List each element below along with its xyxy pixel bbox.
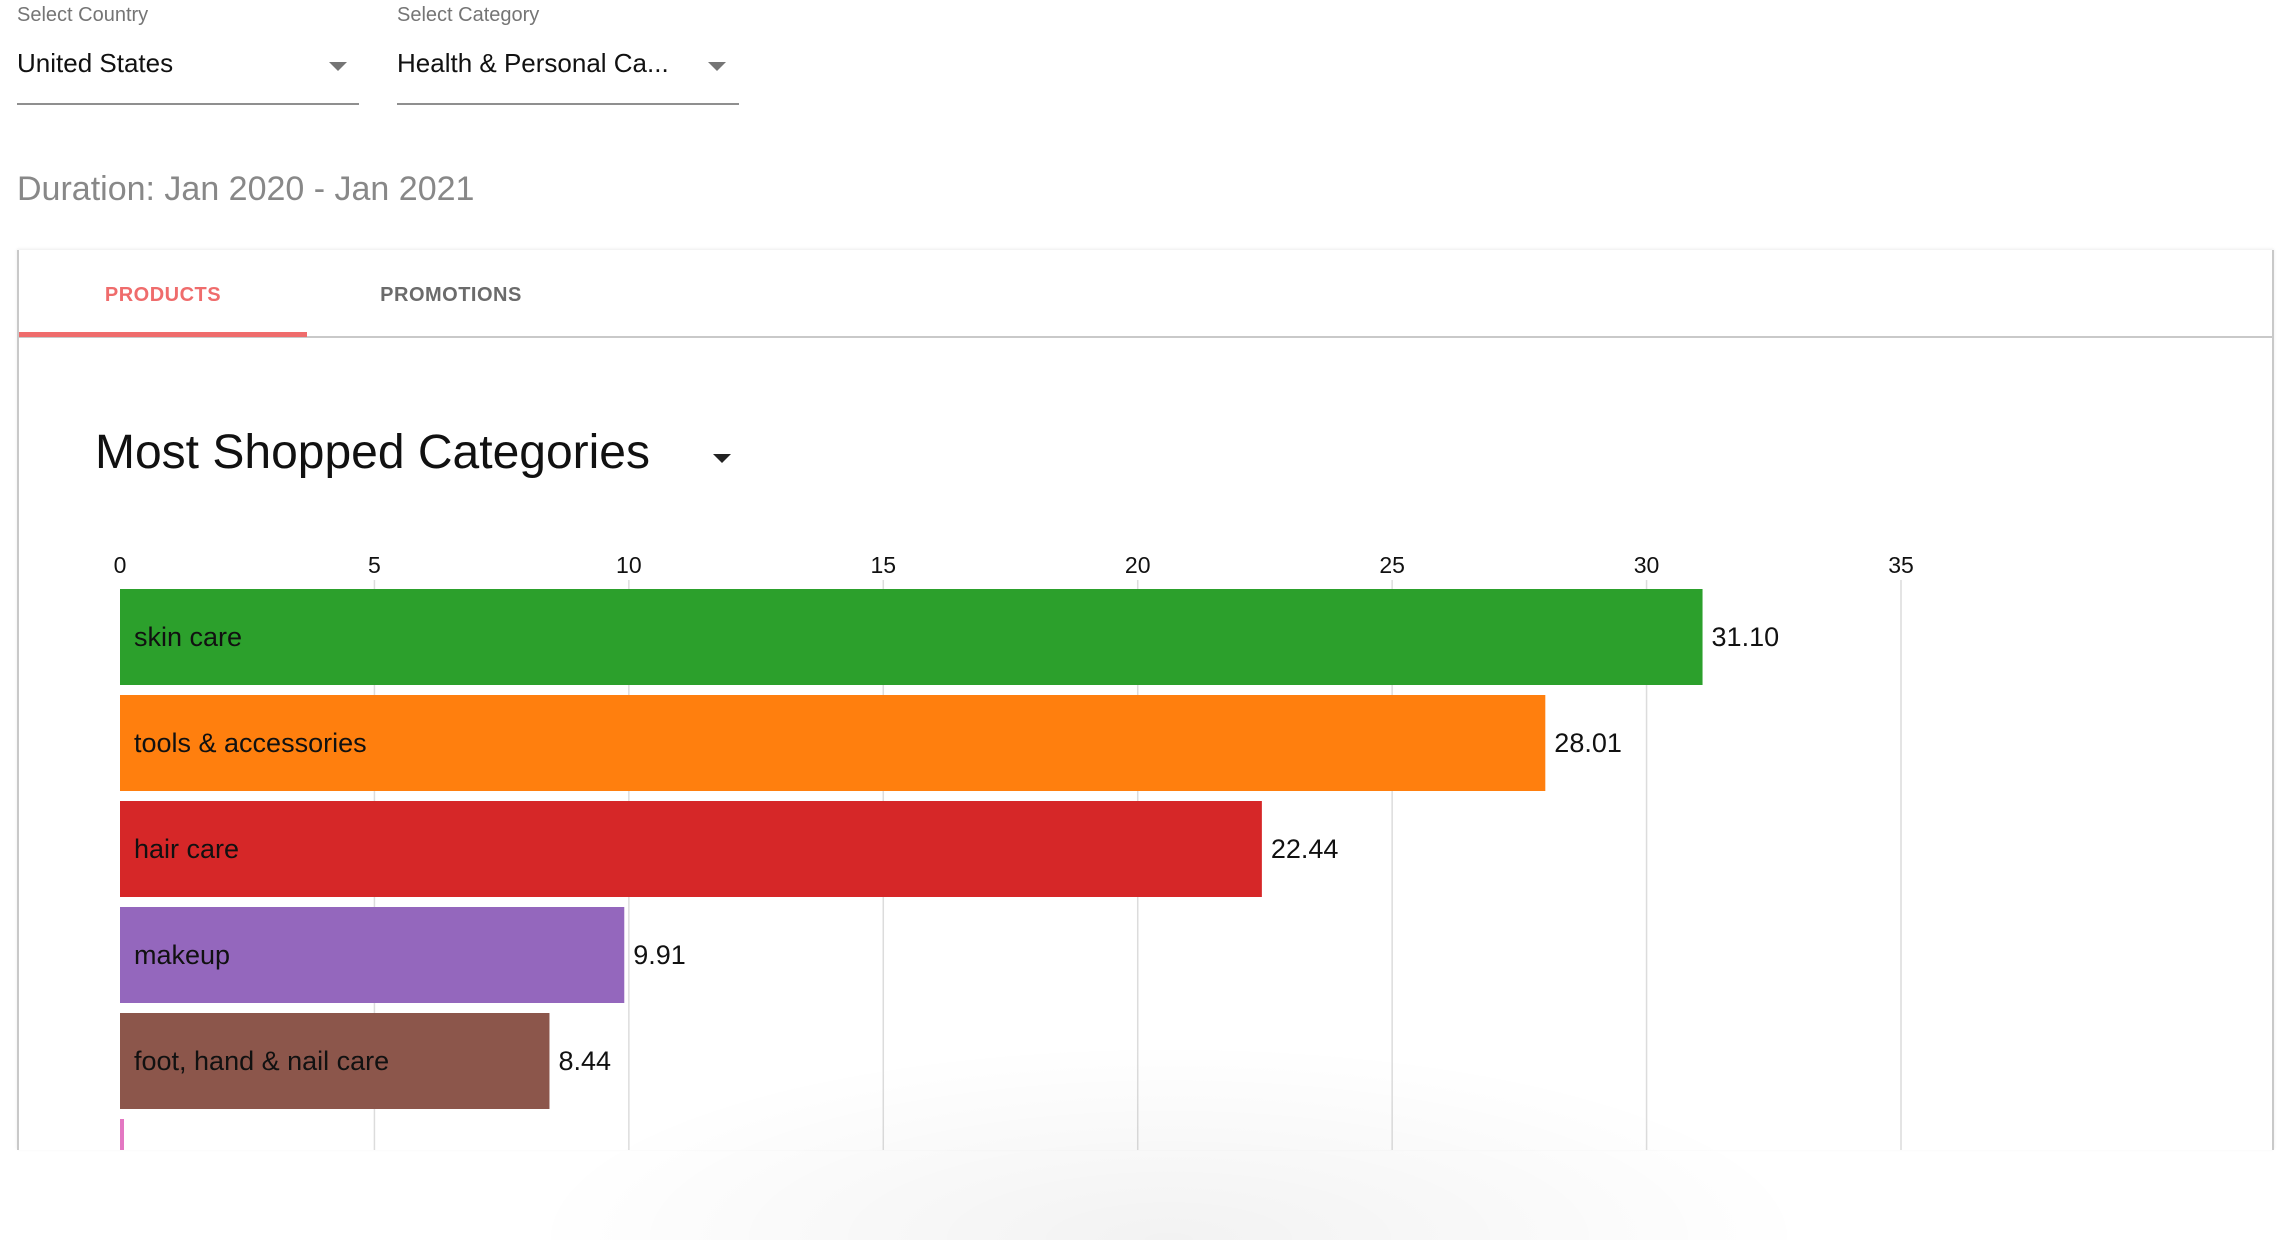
bar-category-label: skin care xyxy=(134,622,242,652)
chevron-down-icon[interactable] xyxy=(329,62,347,71)
tab-bar: PRODUCTS PROMOTIONS xyxy=(19,250,2272,338)
bar-value-label: 28.01 xyxy=(1554,728,1622,758)
x-tick-label: 25 xyxy=(1379,552,1405,578)
x-tick-label: 15 xyxy=(870,552,896,578)
x-tick-label: 10 xyxy=(616,552,642,578)
bar-value-label: 22.44 xyxy=(1271,834,1339,864)
bar-category-label: hair care xyxy=(134,834,239,864)
chevron-down-icon[interactable] xyxy=(708,62,726,71)
tab-promotions[interactable]: PROMOTIONS xyxy=(380,284,522,306)
bar-foot-hand-nail-care xyxy=(120,1013,550,1109)
bar-skin-care xyxy=(120,589,1703,685)
country-select-label: Select Country xyxy=(17,4,149,26)
bar-tools-accessories xyxy=(120,695,1546,791)
x-tick-label: 30 xyxy=(1634,552,1660,578)
x-tick-label: 35 xyxy=(1888,552,1914,578)
duration-text: Duration: Jan 2020 - Jan 2021 xyxy=(17,170,475,208)
country-select-value[interactable]: United States xyxy=(17,48,174,78)
bar-value-label: 31.10 xyxy=(1712,622,1780,652)
content-card: PRODUCTS PROMOTIONS Most Shopped Categor… xyxy=(17,250,2274,1240)
active-tab-indicator xyxy=(19,332,307,337)
bar-category-label: tools & accessories xyxy=(134,728,367,758)
x-tick-label: 20 xyxy=(1125,552,1151,578)
x-tick-label: 0 xyxy=(114,552,127,578)
bar-partial xyxy=(120,1119,124,1150)
bar-category-label: makeup xyxy=(134,940,230,970)
chart-title[interactable]: Most Shopped Categories xyxy=(95,426,650,479)
x-tick-label: 5 xyxy=(368,552,381,578)
tab-products[interactable]: PRODUCTS xyxy=(104,284,222,306)
bar-category-label: foot, hand & nail care xyxy=(134,1046,389,1076)
bar-value-label: 9.91 xyxy=(633,940,686,970)
category-select-value[interactable]: Health & Personal Ca... xyxy=(397,48,669,78)
bar-hair-care xyxy=(120,801,1262,897)
bar-value-label: 8.44 xyxy=(558,1046,611,1076)
country-select-underline xyxy=(17,103,359,105)
bar-makeup xyxy=(120,907,625,1003)
category-select-underline xyxy=(397,103,739,105)
caret-down-icon[interactable] xyxy=(713,454,731,463)
category-select-label: Select Category xyxy=(397,4,540,26)
bar-chart: 0 5 10 15 20 25 30 35 skin care 31.10 tools & acce… xyxy=(114,552,1914,1150)
